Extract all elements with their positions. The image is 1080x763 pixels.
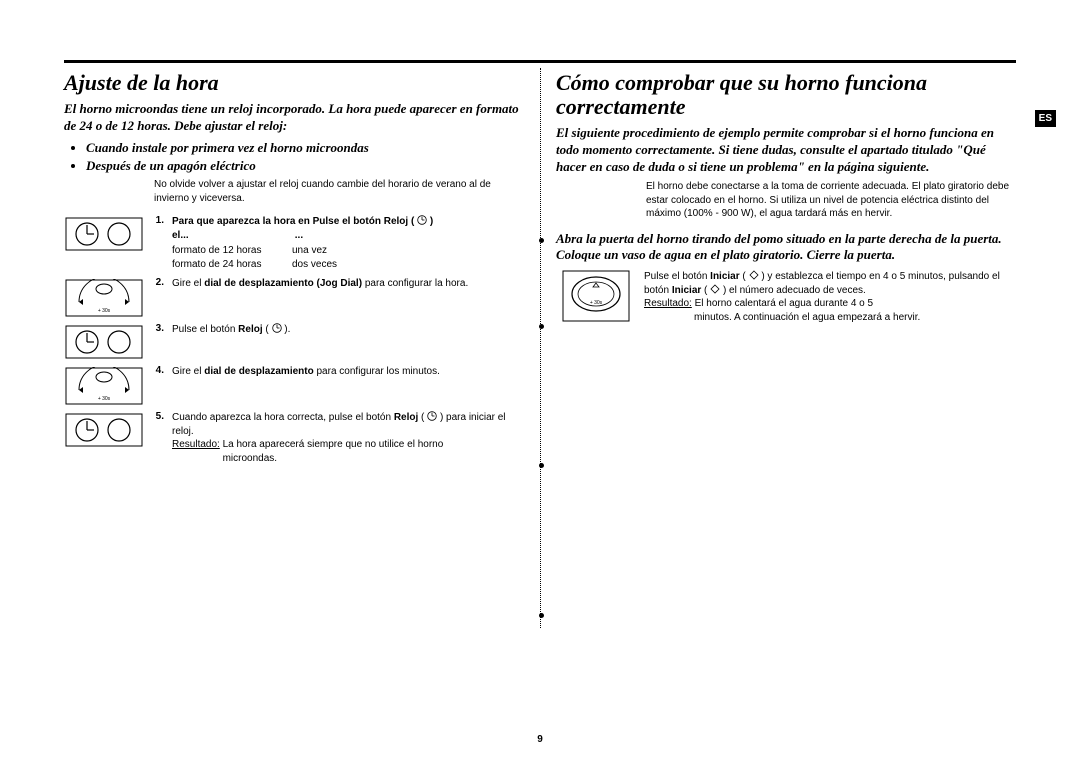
step-row: 1. Para que aparezca la hora en Pulse el… xyxy=(64,215,524,271)
right-intro: El siguiente procedimiento de ejemplo pe… xyxy=(556,125,1016,176)
t: Pulse el botón xyxy=(172,324,238,335)
right-column: Cómo comprobar que su horno funciona cor… xyxy=(540,71,1016,471)
start-inline-icon xyxy=(710,284,720,294)
right-step: + 30s Pulse el botón Iniciar ( ) y estab… xyxy=(556,270,1016,324)
result-text: El horno calentará el agua durante 4 o 5 xyxy=(695,298,873,309)
t: Gire el xyxy=(172,278,204,289)
clock-inline-icon xyxy=(427,411,437,421)
t: Pulse el botón xyxy=(644,271,710,282)
when-list: Cuando instale por primera vez el horno … xyxy=(86,139,524,174)
t: Cuando aparezca la hora correcta, pulse … xyxy=(172,412,394,423)
t: el... xyxy=(172,229,292,243)
clock-circle-icon xyxy=(65,217,143,251)
jog-dial-icon: + 30s xyxy=(65,367,143,405)
step-row: 5. Cuando aparezca la hora correcta, pul… xyxy=(64,411,524,465)
start-dial-icon: + 30s xyxy=(562,270,630,322)
step-icon-start: + 30s xyxy=(556,270,636,322)
top-rule xyxy=(64,60,1016,63)
step-icon-dial: + 30s xyxy=(64,277,144,317)
page-number: 9 xyxy=(0,734,1080,745)
t: ) xyxy=(430,216,433,227)
svg-text:+ 30s: + 30s xyxy=(590,300,603,306)
when-item: Cuando instale por primera vez el horno … xyxy=(86,139,524,157)
manual-page: ES Ajuste de la hora El horno microondas… xyxy=(0,0,1080,491)
left-title: Ajuste de la hora xyxy=(64,71,524,95)
t: para configurar los minutos. xyxy=(314,366,440,377)
step-text: Cuando aparezca la hora correcta, pulse … xyxy=(172,411,524,465)
step-icon-dial: + 30s xyxy=(64,365,144,405)
divider-dot xyxy=(539,238,544,243)
step-number: 5. xyxy=(152,411,164,422)
steps-block: 1. Para que aparezca la hora en Pulse el… xyxy=(64,215,524,465)
step-number: 4. xyxy=(152,365,164,376)
divider-dot xyxy=(539,613,544,618)
step-row: + 30s 2. Gire el dial de desplazamiento … xyxy=(64,277,524,317)
t: ( xyxy=(263,324,269,335)
svg-text:+ 30s: + 30s xyxy=(98,396,111,402)
t: Iniciar xyxy=(672,285,701,296)
t: ( xyxy=(418,412,424,423)
step-text: Pulse el botón Reloj ( ). xyxy=(172,323,524,337)
clock-inline-icon xyxy=(272,323,282,333)
cell: formato de 12 horas xyxy=(172,244,292,258)
t: Iniciar xyxy=(710,271,739,282)
clock-circle-icon xyxy=(65,325,143,359)
t: Reloj xyxy=(394,412,418,423)
step-row: 3. Pulse el botón Reloj ( ). xyxy=(64,323,524,359)
left-note: No olvide volver a ajustar el reloj cuan… xyxy=(154,178,524,205)
jog-dial-icon: + 30s xyxy=(65,279,143,317)
step-icon-clock-pair xyxy=(64,411,144,447)
right-instruction: Abra la puerta del horno tirando del pom… xyxy=(556,231,1016,265)
right-step-text: Pulse el botón Iniciar ( ) y establezca … xyxy=(644,270,1016,324)
result-label: Resultado: xyxy=(644,298,692,309)
svg-text:+ 30s: + 30s xyxy=(98,308,111,314)
step-text: Para que aparezca la hora en Pulse el bo… xyxy=(172,215,524,271)
cell: dos veces xyxy=(292,258,524,272)
step-text: Gire el dial de desplazamiento (Jog Dial… xyxy=(172,277,524,291)
center-divider xyxy=(540,68,541,628)
left-intro: El horno microondas tiene un reloj incor… xyxy=(64,101,524,135)
t: ... xyxy=(295,230,303,241)
result-text: minutos. A continuación el agua empezará… xyxy=(644,311,1016,325)
cell: una vez xyxy=(292,244,524,258)
step-icon-clock-pair xyxy=(64,215,144,251)
clock-inline-icon xyxy=(417,215,427,225)
step-icon-clock-pair xyxy=(64,323,144,359)
divider-dot xyxy=(539,463,544,468)
t: ). xyxy=(284,324,290,335)
t: ( xyxy=(701,285,707,296)
step-row: + 30s 4. Gire el dial de desplazamiento … xyxy=(64,365,524,405)
left-column: Ajuste de la hora El horno microondas ti… xyxy=(64,71,540,471)
t: La hora aparecerá siempre que no utilice… xyxy=(223,438,483,465)
start-inline-icon xyxy=(749,270,759,280)
t: dial de desplazamiento xyxy=(204,366,313,377)
t: Para que aparezca la hora en Pulse el bo… xyxy=(172,216,414,227)
t: ( xyxy=(740,271,746,282)
step-text: Gire el dial de desplazamiento para conf… xyxy=(172,365,524,379)
format-table: formato de 12 horas una vez formato de 2… xyxy=(172,244,524,271)
t: Reloj xyxy=(238,324,262,335)
cell: formato de 24 horas xyxy=(172,258,292,272)
t: dial de desplazamiento (Jog Dial) xyxy=(204,278,362,289)
clock-circle-icon xyxy=(65,413,143,447)
right-note: El horno debe conectarse a la toma de co… xyxy=(646,180,1016,221)
step-number: 3. xyxy=(152,323,164,334)
when-item: Después de un apagón eléctrico xyxy=(86,157,524,175)
language-badge: ES xyxy=(1035,110,1056,127)
t: ) el número adecuado de veces. xyxy=(723,285,866,296)
step-number: 1. xyxy=(152,215,164,226)
t: para configurar la hora. xyxy=(362,278,468,289)
right-title: Cómo comprobar que su horno funciona cor… xyxy=(556,71,1016,119)
t: Gire el xyxy=(172,366,204,377)
result-label: Resultado: xyxy=(172,439,220,450)
divider-dot xyxy=(539,324,544,329)
step-number: 2. xyxy=(152,277,164,288)
